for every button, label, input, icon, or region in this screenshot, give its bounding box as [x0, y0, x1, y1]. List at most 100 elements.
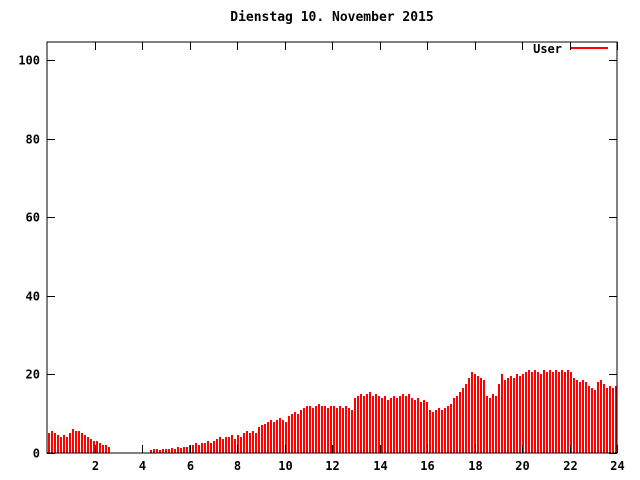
bar [531, 372, 533, 453]
bar [414, 400, 416, 453]
bar [405, 396, 407, 453]
bar [315, 406, 317, 453]
bar [567, 370, 569, 453]
bar [495, 396, 497, 453]
bar [258, 427, 260, 453]
bar [237, 435, 239, 453]
x-tick-label: 14 [373, 459, 387, 473]
bar [162, 449, 164, 453]
bar [552, 372, 554, 453]
bar [78, 431, 80, 453]
x-tick-label: 16 [420, 459, 434, 473]
bar [372, 396, 374, 453]
x-tick-label: 10 [278, 459, 292, 473]
bar [336, 408, 338, 453]
bar [330, 406, 332, 453]
bar [420, 402, 422, 453]
bar [456, 396, 458, 453]
bar [108, 447, 110, 453]
bar [348, 408, 350, 453]
bar [441, 410, 443, 453]
bar [477, 376, 479, 453]
bar [528, 370, 530, 453]
bar [459, 392, 461, 453]
x-tick-label: 2 [92, 459, 99, 473]
bar [234, 439, 236, 453]
bar [219, 437, 221, 453]
bar [327, 408, 329, 453]
bar [165, 449, 167, 453]
bar [285, 422, 287, 453]
bar [579, 382, 581, 453]
bar [183, 447, 185, 453]
bar [294, 412, 296, 453]
ticks-group [47, 42, 618, 454]
bar [498, 384, 500, 453]
x-tick-label: 6 [187, 459, 194, 473]
bar [522, 374, 524, 453]
bar [342, 408, 344, 453]
bar [426, 402, 428, 453]
bar [267, 422, 269, 453]
bar [354, 398, 356, 453]
bar [300, 410, 302, 453]
bar [381, 398, 383, 453]
bar [519, 376, 521, 453]
bar [291, 414, 293, 453]
bar [585, 382, 587, 453]
bar [468, 378, 470, 453]
bar [69, 433, 71, 453]
bar [324, 406, 326, 453]
bar [87, 437, 89, 453]
bar [435, 410, 437, 453]
bar [303, 408, 305, 453]
bar [510, 376, 512, 453]
y-tick-label: 40 [26, 290, 40, 304]
bar [363, 396, 365, 453]
bar [417, 398, 419, 453]
bar [93, 441, 95, 453]
bar [213, 441, 215, 453]
bar [603, 384, 605, 453]
bar [192, 445, 194, 453]
bar [270, 420, 272, 453]
bar [306, 406, 308, 453]
bar [609, 386, 611, 453]
bar [558, 372, 560, 453]
bar [516, 374, 518, 453]
bar [243, 433, 245, 453]
bar [96, 441, 98, 453]
bar [312, 408, 314, 453]
bar [72, 429, 74, 453]
bar [450, 404, 452, 453]
bar [465, 384, 467, 453]
bar [540, 374, 542, 453]
bar [411, 398, 413, 453]
bar [276, 420, 278, 453]
bar [273, 422, 275, 453]
bar [564, 372, 566, 453]
bar [369, 392, 371, 453]
bar [57, 435, 59, 453]
bar [180, 448, 182, 453]
x-tick-label: 22 [563, 459, 577, 473]
legend-label: User [533, 42, 562, 56]
bar [375, 394, 377, 453]
bar [150, 450, 152, 453]
bar [513, 378, 515, 453]
bar [255, 433, 257, 453]
bar [207, 441, 209, 453]
bar [99, 443, 101, 453]
bar [84, 435, 86, 453]
bar [600, 380, 602, 453]
bar [366, 394, 368, 453]
bar [345, 406, 347, 453]
bar [423, 400, 425, 453]
bar [561, 370, 563, 453]
bar [357, 396, 359, 453]
bar [573, 378, 575, 453]
bar [339, 406, 341, 453]
bar [534, 370, 536, 453]
bar [264, 424, 266, 453]
